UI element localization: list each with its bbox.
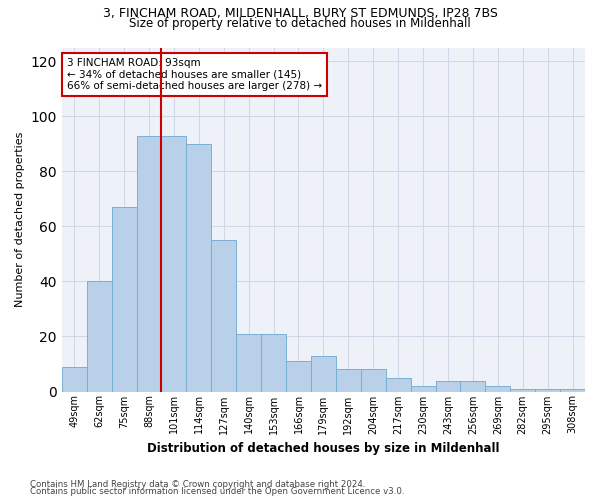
Bar (236, 334, 261, 392)
Y-axis label: Number of detached properties: Number of detached properties (15, 132, 25, 307)
Bar (137, 136, 161, 392)
Text: Contains public sector information licensed under the Open Government Licence v3: Contains public sector information licen… (30, 488, 404, 496)
Bar (187, 144, 211, 392)
Bar (62, 366, 87, 392)
X-axis label: Distribution of detached houses by size in Mildenhall: Distribution of detached houses by size … (147, 442, 500, 455)
Bar (410, 386, 436, 392)
Bar (286, 361, 311, 392)
Bar (87, 282, 112, 392)
Bar (112, 207, 137, 392)
Bar (386, 378, 410, 392)
Bar (161, 136, 187, 392)
Bar (211, 240, 236, 392)
Bar (460, 380, 485, 392)
Bar (535, 389, 560, 392)
Bar (261, 334, 286, 392)
Bar (510, 389, 535, 392)
Bar (485, 386, 510, 392)
Text: 3, FINCHAM ROAD, MILDENHALL, BURY ST EDMUNDS, IP28 7BS: 3, FINCHAM ROAD, MILDENHALL, BURY ST EDM… (103, 8, 497, 20)
Bar (361, 370, 386, 392)
Text: Size of property relative to detached houses in Mildenhall: Size of property relative to detached ho… (129, 17, 471, 30)
Bar (560, 389, 585, 392)
Bar (311, 356, 336, 392)
Bar (436, 380, 460, 392)
Text: 3 FINCHAM ROAD: 93sqm
← 34% of detached houses are smaller (145)
66% of semi-det: 3 FINCHAM ROAD: 93sqm ← 34% of detached … (67, 58, 322, 91)
Bar (336, 370, 361, 392)
Text: Contains HM Land Registry data © Crown copyright and database right 2024.: Contains HM Land Registry data © Crown c… (30, 480, 365, 489)
